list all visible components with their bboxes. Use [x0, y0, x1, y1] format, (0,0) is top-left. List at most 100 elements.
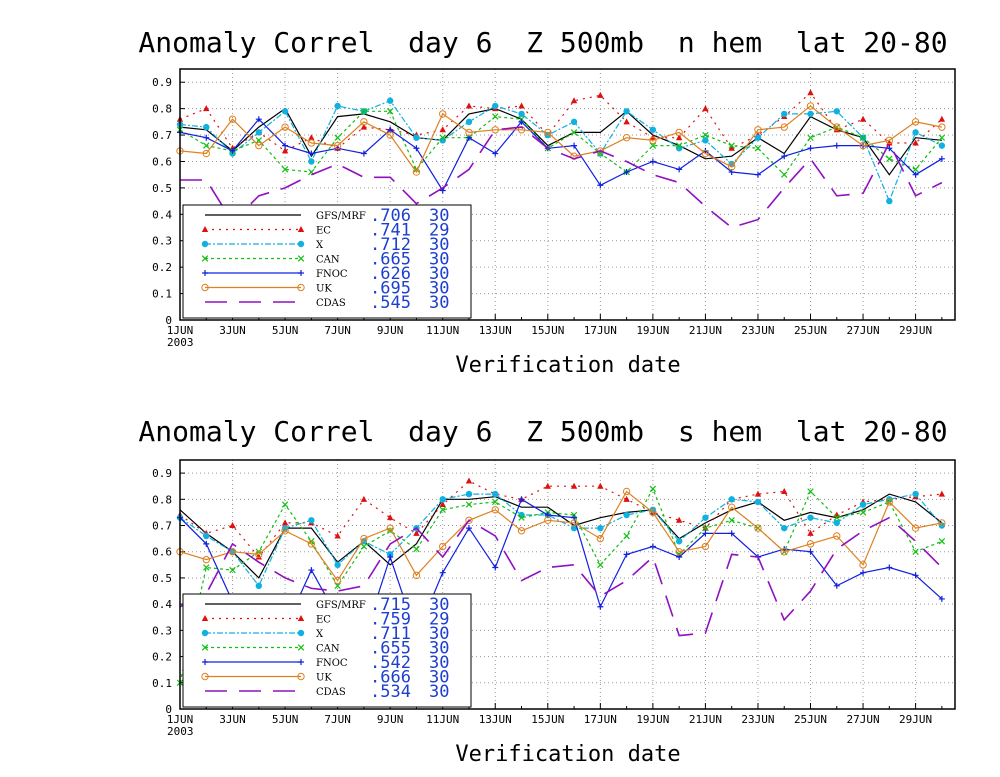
legend-count: 30: [429, 595, 449, 615]
data-point: [465, 102, 473, 109]
y-tick-label: 0.3: [152, 235, 172, 248]
data-point: [465, 501, 473, 508]
data-point: [281, 147, 289, 154]
legend-score: .712: [370, 235, 411, 255]
legend-marker: [297, 644, 305, 651]
legend-count: 30: [429, 235, 449, 255]
y-tick-label: 0: [165, 314, 172, 327]
data-point: [544, 516, 552, 524]
legend-score: .741: [370, 221, 411, 241]
data-point: [912, 129, 919, 136]
data-point: [754, 498, 762, 506]
chart-north-hemisphere: Anomaly Correl day 6 Z 500mb n hem lat 2…: [138, 26, 956, 378]
data-point: [833, 514, 841, 521]
series-line: [179, 118, 943, 192]
data-point: [281, 123, 289, 131]
data-point: [781, 153, 788, 160]
data-point: [387, 553, 394, 560]
data-point: [727, 163, 736, 171]
data-point: [491, 126, 499, 134]
data-point: [334, 582, 341, 590]
data-point: [439, 501, 446, 508]
y-tick-label: 0.8: [152, 103, 172, 116]
data-point: [938, 155, 945, 162]
x-tick-label: 25JUN: [794, 324, 827, 337]
data-point: [702, 105, 709, 112]
data-point: [622, 487, 631, 496]
x-axis-label: Verification date: [455, 353, 680, 378]
data-point: [281, 524, 289, 532]
legend-marker: [297, 255, 305, 262]
data-point: [308, 567, 315, 574]
data-point: [727, 503, 736, 511]
legend-label: EC: [316, 615, 331, 626]
data-point: [570, 524, 578, 532]
data-point: [728, 496, 735, 503]
data-point: [518, 496, 525, 503]
data-point: [465, 525, 472, 532]
legend-marker: [201, 255, 209, 262]
data-point: [912, 490, 919, 498]
legend-marker: [202, 270, 208, 276]
legend-count: 30: [429, 668, 449, 688]
legend-label: FNOC: [316, 269, 348, 280]
data-point: [649, 126, 657, 133]
data-point: [622, 133, 631, 142]
x-tick-label: 27JUN: [846, 713, 879, 726]
data-point: [386, 108, 394, 115]
x-tick-label: 13JUN: [479, 324, 512, 337]
data-point: [807, 110, 814, 118]
x-tick-label: 15JUN: [531, 713, 564, 726]
data-point: [333, 576, 342, 585]
legend-label: FNOC: [316, 658, 348, 669]
legend-score: .759: [370, 610, 411, 630]
series-cdas: [180, 126, 943, 229]
data-point: [886, 155, 893, 163]
legend-count: 30: [429, 624, 449, 644]
data-point: [465, 490, 473, 498]
data-point: [229, 147, 236, 154]
chart-south-hemisphere: Anomaly Correl day 6 Z 500mb s hem lat 2…: [138, 415, 956, 767]
legend-entry: UK .666 30: [201, 668, 449, 688]
data-point: [675, 548, 683, 556]
legend-score: .711: [370, 624, 411, 644]
legend-entry: CDAS .545 30: [205, 293, 449, 313]
data-point: [597, 603, 604, 610]
legend-score: .534: [370, 682, 411, 702]
data-point: [728, 142, 735, 149]
y-tick-label: 0.9: [152, 467, 172, 480]
legend-marker: [201, 615, 209, 621]
data-point: [938, 538, 946, 545]
legend-entry: CAN .655 30: [201, 639, 449, 659]
data-point: [281, 166, 289, 173]
legend-marker: [201, 283, 209, 292]
series-cdas: [179, 516, 943, 637]
data-point: [570, 519, 578, 527]
data-point: [492, 498, 499, 506]
data-point: [281, 108, 289, 115]
data-point: [833, 108, 840, 115]
x-tick-label: 11JUN: [426, 713, 459, 726]
series-line: [179, 105, 943, 174]
data-point: [807, 134, 814, 141]
legend-label: CDAS: [316, 687, 346, 698]
legend-box: [182, 204, 472, 319]
data-point: [492, 102, 499, 110]
data-point: [203, 142, 210, 149]
x-tick-label: 27JUN: [846, 324, 879, 337]
data-point: [413, 529, 420, 536]
series-line: [179, 487, 943, 683]
data-point: [308, 158, 315, 165]
x-tick-label: 5JUN: [272, 324, 299, 337]
data-point: [912, 548, 919, 555]
data-point: [255, 548, 263, 555]
y-tick-label: 0.5: [152, 182, 172, 195]
data-point: [439, 569, 446, 576]
data-point: [859, 561, 867, 569]
y-tick-label: 0.8: [152, 493, 172, 506]
data-point: [492, 113, 499, 120]
data-point: [282, 142, 289, 149]
data-point: [911, 118, 920, 126]
series-line: [179, 480, 942, 558]
legend-marker: [297, 240, 305, 248]
